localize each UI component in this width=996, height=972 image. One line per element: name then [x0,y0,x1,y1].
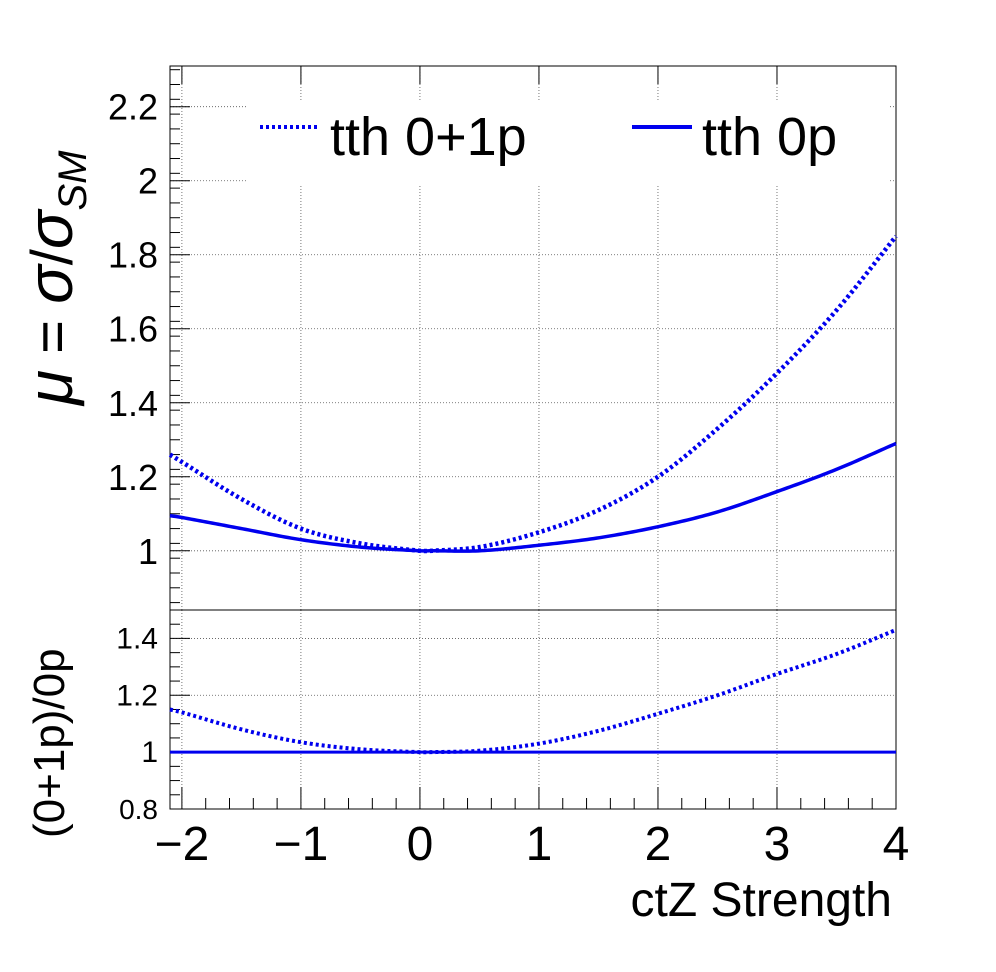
ratio-panel: −2 −1 0 1 2 3 4 0.8 1 1.2 1.4 (0+1p)/0p ctZ Streng… [25,609,909,927]
y-tick-label: 1.2 [108,457,158,498]
x-tick-label: −1 [274,818,329,871]
x-tick-label: 0 [407,818,434,871]
legend-label-0p: tth 0p [702,107,837,167]
main-series [168,234,898,554]
y-tick-label: 1.2 [116,679,158,712]
main-panel: 1 1.2 1.4 1.6 1.8 2 2.2 tth 0+1p tth 0p μ = σ/… [14,65,898,611]
legend-box [248,100,888,186]
y-tick-label: 1.8 [108,235,158,276]
ratio-ticks: −2 −1 0 1 2 3 4 0.8 1 1.2 1.4 [116,622,909,871]
legend: tth 0+1p tth 0p [248,100,888,186]
y-tick-label: 1 [141,736,158,769]
x-tick-label: 1 [526,818,553,871]
ratio-y-axis-title: (0+1p)/0p [25,648,74,838]
y-tick-label: 1.6 [108,309,158,350]
y-tick-label: 0.8 [119,794,158,825]
x-tick-label: 4 [883,818,910,871]
series-line-tth-0p1p [168,234,898,554]
y-tick-label: 2.2 [108,87,158,128]
ratio-frame [169,609,897,810]
legend-label-0p1p: tth 0+1p [330,107,527,167]
y-tick-label: 1.4 [116,622,158,655]
main-y-axis-title: μ = σ/σSM [14,150,95,407]
x-tick-label: −2 [155,818,210,871]
ratio-grid [170,610,896,809]
series-line-tth-0p [169,441,897,553]
x-tick-label: 3 [764,818,791,871]
y-tick-label: 1.4 [108,383,158,424]
ratio-line-dotted [169,628,897,755]
main-y-ticks: 1 1.2 1.4 1.6 1.8 2 2.2 [108,66,897,604]
ratio-series [169,628,897,755]
y-tick-label: 2 [138,161,158,202]
x-axis-title: ctZ Strength [631,874,892,927]
x-tick-label: 2 [645,818,672,871]
y-tick-label: 1 [138,531,158,572]
